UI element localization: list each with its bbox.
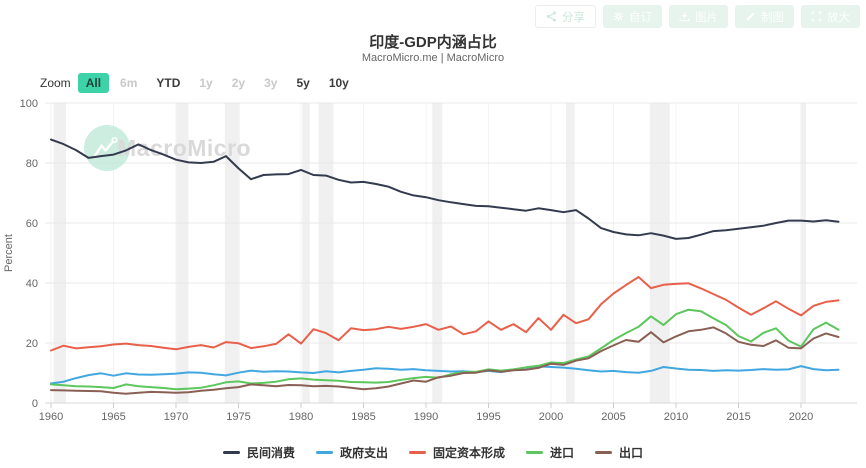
legend-marker bbox=[526, 451, 543, 454]
brand-watermark: MacroMicro bbox=[84, 125, 251, 171]
x-tick-label: 2015 bbox=[726, 411, 750, 423]
x-tick-label: 1975 bbox=[226, 411, 250, 423]
x-tick-label: 1970 bbox=[164, 411, 188, 423]
y-tick-label: 60 bbox=[26, 218, 38, 230]
x-tick-label: 1995 bbox=[476, 411, 500, 423]
legend-item-imports[interactable]: 进口 bbox=[526, 444, 574, 461]
legend-marker bbox=[595, 451, 613, 454]
x-axis: 1960 1965 1970 1975 1980 1985 1990 1995 2000 2005… bbox=[39, 402, 857, 423]
legend-marker bbox=[222, 451, 240, 454]
legend-label: 出口 bbox=[619, 446, 644, 460]
watermark-text: MacroMicro bbox=[117, 135, 251, 161]
recession-bands bbox=[53, 103, 806, 403]
share-icon bbox=[546, 11, 557, 22]
chart-canvas[interactable]: MacroMicro 1960 1965 1970 1975 1980 1985 1990 19… bbox=[0, 95, 866, 440]
series-line-private-consumption[interactable] bbox=[50, 138, 840, 240]
customize-button[interactable]: 自订 bbox=[603, 5, 662, 28]
y-tick-label: 0 bbox=[32, 398, 38, 410]
zoom-option-10y[interactable]: 10y bbox=[321, 73, 357, 93]
x-tick-label: 1980 bbox=[289, 411, 313, 423]
button-label: 自订 bbox=[629, 11, 652, 24]
series-line-fixed-capital-formation[interactable] bbox=[50, 276, 840, 352]
series-line-government-spending[interactable] bbox=[50, 365, 840, 385]
image-button[interactable]: 图片 bbox=[669, 5, 728, 28]
legend-item-government-spending[interactable]: 政府支出 bbox=[315, 444, 388, 461]
y-tick-label: 100 bbox=[20, 98, 38, 110]
x-tick-label: 2010 bbox=[664, 411, 688, 423]
horizontal-gridlines bbox=[45, 102, 857, 344]
zoom-option-6m: 6m bbox=[112, 73, 145, 93]
download-icon bbox=[679, 11, 690, 22]
y-tick-label: 20 bbox=[26, 338, 38, 350]
chart-subtitle: MacroMicro.me | MacroMicro bbox=[361, 52, 505, 64]
button-label: 制图 bbox=[761, 11, 784, 24]
x-tick-label: 1990 bbox=[414, 411, 438, 423]
zoom-option-ytd[interactable]: YTD bbox=[148, 73, 188, 93]
x-tick-label: 1960 bbox=[39, 411, 63, 423]
y-tick-label: 40 bbox=[26, 278, 38, 290]
chart-title: 印度-GDP内涵占比 bbox=[369, 34, 497, 51]
button-label: 放大 bbox=[827, 11, 850, 24]
expand-icon bbox=[811, 11, 822, 22]
x-tick-label: 1985 bbox=[351, 411, 375, 423]
button-label: 图片 bbox=[695, 11, 718, 24]
legend-item-fixed-capital-formation[interactable]: 固定资本形成 bbox=[408, 444, 505, 461]
enlarge-button[interactable]: 放大 bbox=[801, 5, 860, 28]
button-label: 分享 bbox=[562, 11, 585, 24]
zoom-option-all[interactable]: All bbox=[77, 73, 110, 93]
series-line-exports[interactable] bbox=[50, 326, 840, 395]
zoom-option-5y[interactable]: 5y bbox=[288, 73, 317, 93]
zoom-range-bar: Zoom All 6m YTD 1y 2y 3y 5y 10y bbox=[40, 73, 360, 93]
y-tick-label: 80 bbox=[26, 158, 38, 170]
zoom-label: Zoom bbox=[40, 76, 71, 90]
y-axis: 0 20 40 60 80 100 Percent bbox=[3, 98, 38, 410]
gear-icon bbox=[613, 11, 624, 22]
zoom-option-2y: 2y bbox=[224, 73, 253, 93]
legend-marker bbox=[315, 451, 333, 454]
legend-item-exports[interactable]: 出口 bbox=[595, 444, 643, 461]
x-tick-label: 2000 bbox=[539, 411, 563, 423]
x-tick-label: 1965 bbox=[101, 411, 125, 423]
legend-label: 政府支出 bbox=[339, 446, 388, 460]
legend-label: 进口 bbox=[550, 446, 575, 460]
vertical-gridlines bbox=[50, 103, 802, 403]
legend-marker bbox=[408, 451, 426, 454]
x-tick-label: 2005 bbox=[601, 411, 625, 423]
y-axis-title: Percent bbox=[3, 234, 15, 272]
legend-label: 固定资本形成 bbox=[432, 446, 505, 460]
chart-legend: 民间消费 政府支出 固定资本形成 进口 出口 bbox=[0, 444, 866, 461]
x-tick-label: 2020 bbox=[789, 411, 813, 423]
chart-toolbar: 分享 自订 图片 制图 放大 bbox=[535, 5, 860, 28]
draw-button[interactable]: 制图 bbox=[735, 5, 794, 28]
legend-label: 民间消费 bbox=[246, 446, 295, 460]
zoom-option-3y: 3y bbox=[256, 73, 285, 93]
share-button[interactable]: 分享 bbox=[535, 5, 596, 28]
pencil-icon bbox=[745, 11, 756, 22]
legend-item-private-consumption[interactable]: 民间消费 bbox=[222, 444, 295, 461]
zoom-option-1y: 1y bbox=[191, 73, 220, 93]
